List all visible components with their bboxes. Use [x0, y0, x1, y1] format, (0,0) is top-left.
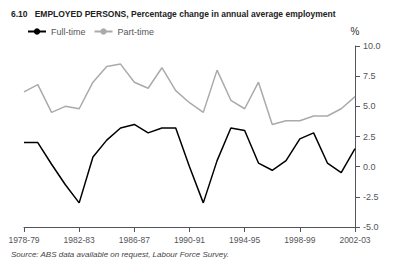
- svg-text:Full-time: Full-time: [51, 27, 86, 37]
- svg-text:%: %: [351, 26, 360, 37]
- svg-text:1982-83: 1982-83: [64, 235, 95, 245]
- svg-text:2.5: 2.5: [363, 132, 376, 142]
- svg-text:2002-03: 2002-03: [339, 235, 370, 245]
- svg-text:Part-time: Part-time: [118, 27, 155, 37]
- svg-text:5.0: 5.0: [363, 101, 376, 111]
- svg-text:Source: ABS data available on: Source: ABS data available on request, L…: [11, 250, 229, 259]
- svg-text:1990-91: 1990-91: [174, 235, 205, 245]
- svg-text:10.0: 10.0: [363, 41, 381, 51]
- svg-text:-2.5: -2.5: [363, 192, 379, 202]
- svg-text:0.0: 0.0: [363, 162, 376, 172]
- svg-text:1994-95: 1994-95: [229, 235, 260, 245]
- svg-text:7.5: 7.5: [363, 71, 376, 81]
- svg-text:1986-87: 1986-87: [119, 235, 150, 245]
- svg-text:1998-99: 1998-99: [284, 235, 315, 245]
- svg-text:-5.0: -5.0: [363, 222, 379, 232]
- svg-text:6.10 EMPLOYED PERSONS, Perce: 6.10 EMPLOYED PERSONS, Percentage change…: [11, 9, 336, 19]
- svg-text:1978-79: 1978-79: [8, 235, 39, 245]
